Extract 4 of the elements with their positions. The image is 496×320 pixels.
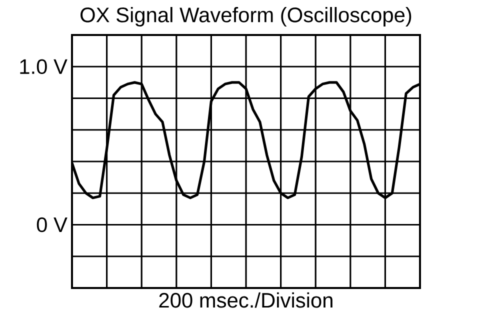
x-axis-title: 200 msec./Division: [159, 292, 332, 308]
y-tick-label: 1.0 V: [20, 59, 68, 74]
chart-title: OX Signal Waveform (Oscilloscope): [80, 7, 412, 26]
y-tick-label: 0 V: [36, 217, 68, 232]
